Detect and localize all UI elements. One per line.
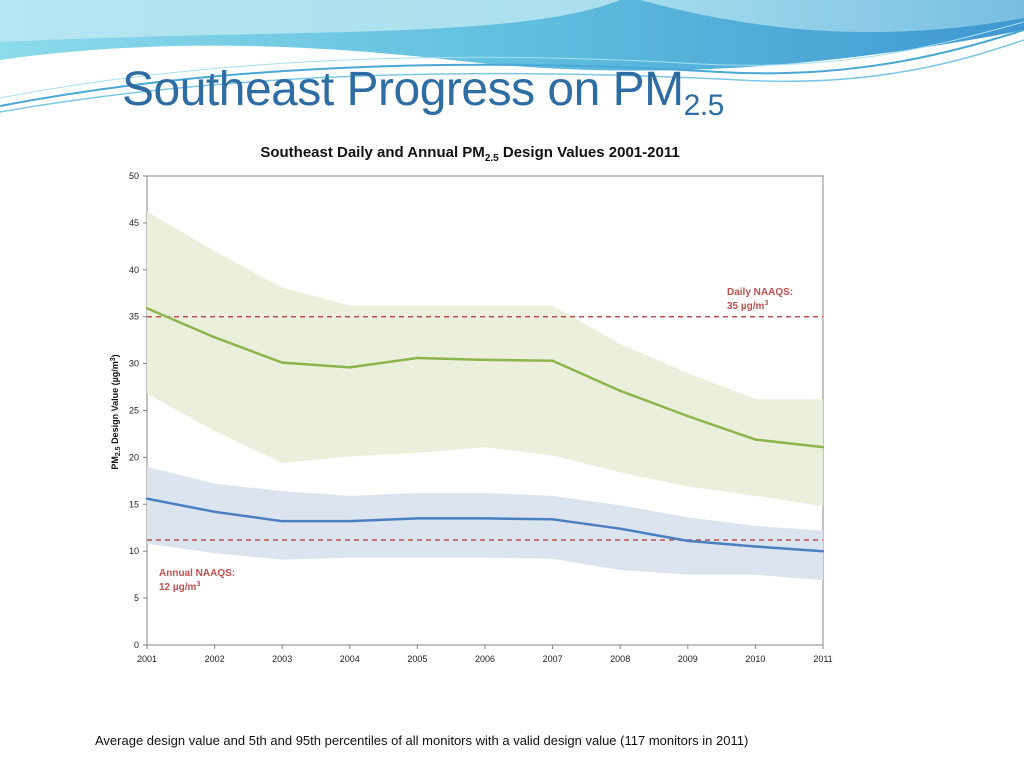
annual-mean-point: [754, 545, 757, 548]
y-tick-label: 0: [134, 640, 139, 650]
x-tick-label: 2002: [205, 654, 225, 664]
y-tick-label: 25: [129, 406, 139, 416]
y-tick-label: 40: [129, 265, 139, 275]
annual-mean-point: [483, 517, 487, 520]
annual-mean-point: [213, 510, 216, 514]
daily-naaqs-label-line2: 35 µg/m: [727, 301, 765, 312]
daily-mean-point: [281, 361, 284, 364]
y-tick-label: 20: [129, 452, 139, 462]
slide-caption: Average design value and 5th and 95th pe…: [95, 733, 749, 748]
y-tick-label: 5: [134, 593, 139, 603]
annual-naaqs-label: Annual NAAQS: 12 µg/m3: [159, 568, 235, 593]
daily-mean-point: [483, 358, 487, 362]
x-tick-label: 2006: [475, 654, 495, 664]
y-tick-label: 10: [129, 546, 139, 556]
daily-mean-point: [348, 366, 351, 369]
slide-title-text: Southeast Progress on PM: [122, 63, 684, 116]
y-tick-label: 15: [129, 499, 139, 509]
x-tick-label: 2005: [407, 654, 427, 664]
daily-mean-point: [619, 389, 622, 393]
x-tick-label: 2011: [813, 654, 832, 664]
daily-mean-point: [686, 414, 689, 418]
daily-mean-point: [754, 438, 757, 441]
daily-mean-point: [213, 336, 216, 339]
x-tick-label: 2010: [745, 654, 765, 664]
annual-percentile-band: [147, 466, 823, 581]
annual-mean-point: [551, 518, 554, 521]
y-tick-label: 35: [129, 312, 139, 322]
y-axis-label-subscript: 2.5: [115, 446, 122, 456]
annual-mean-point: [619, 527, 622, 530]
daily-mean-point: [145, 307, 149, 310]
y-tick-label: 50: [129, 171, 139, 181]
slide-title-subscript: 2.5: [683, 89, 725, 122]
daily-naaqs-label-line1: Daily NAAQS:: [727, 287, 793, 298]
pm25-chart: Southeast Daily and Annual PM2.5 Design …: [110, 144, 833, 664]
plot-area: 0 5 10 15 20 25 30 35 40 45 50 2001 2002 2003 2004 2005…: [129, 171, 833, 664]
chart-title-subscript: 2.5: [485, 153, 499, 164]
x-tick-label: 2007: [543, 654, 563, 664]
y-tick-label: 30: [129, 359, 139, 369]
chart-title-text: Southeast Daily and Annual PM: [260, 144, 484, 161]
annual-naaqs-label-superscript: 3: [196, 581, 200, 588]
y-axis-label-close: ): [110, 354, 120, 357]
annual-mean-point: [281, 519, 284, 523]
x-tick-label: 2004: [340, 654, 360, 664]
chart-title: Southeast Daily and Annual PM2.5 Design …: [260, 144, 679, 164]
header-swoosh-decoration: [0, 0, 1024, 113]
daily-mean-point: [416, 356, 419, 360]
y-tick-label: 45: [129, 218, 139, 228]
slide-title: Southeast Progress on PM2.5: [122, 62, 724, 123]
daily-naaqs-label-superscript: 3: [764, 300, 768, 307]
y-axis-label: PM2.5 Design Value (µg/m3): [110, 354, 122, 469]
y-axis-label-superscript: 3: [110, 357, 117, 361]
x-tick-label: 2009: [678, 654, 698, 664]
annual-mean-point: [145, 497, 149, 500]
x-tick-label: 2003: [272, 654, 292, 664]
y-axis-label-suffix: Design Value (µg/m: [110, 361, 120, 446]
x-tick-label: 2001: [137, 654, 157, 664]
x-tick-label: 2008: [610, 654, 630, 664]
annual-mean-point: [686, 539, 689, 543]
annual-naaqs-label-line2: 12 µg/m: [159, 582, 197, 593]
annual-mean-point: [348, 519, 351, 523]
chart-title-suffix: Design Values 2001-2011: [499, 144, 680, 161]
chart-panel: Southeast Daily and Annual PM2.5 Design …: [96, 128, 846, 676]
y-axis-label-text: PM: [110, 456, 120, 470]
daily-naaqs-label: Daily NAAQS: 35 µg/m3: [727, 287, 793, 312]
annual-mean-point: [821, 550, 825, 553]
annual-naaqs-label-line1: Annual NAAQS:: [159, 568, 235, 579]
daily-mean-point: [821, 445, 825, 449]
daily-mean-point: [551, 359, 554, 362]
annual-mean-point: [416, 517, 419, 520]
